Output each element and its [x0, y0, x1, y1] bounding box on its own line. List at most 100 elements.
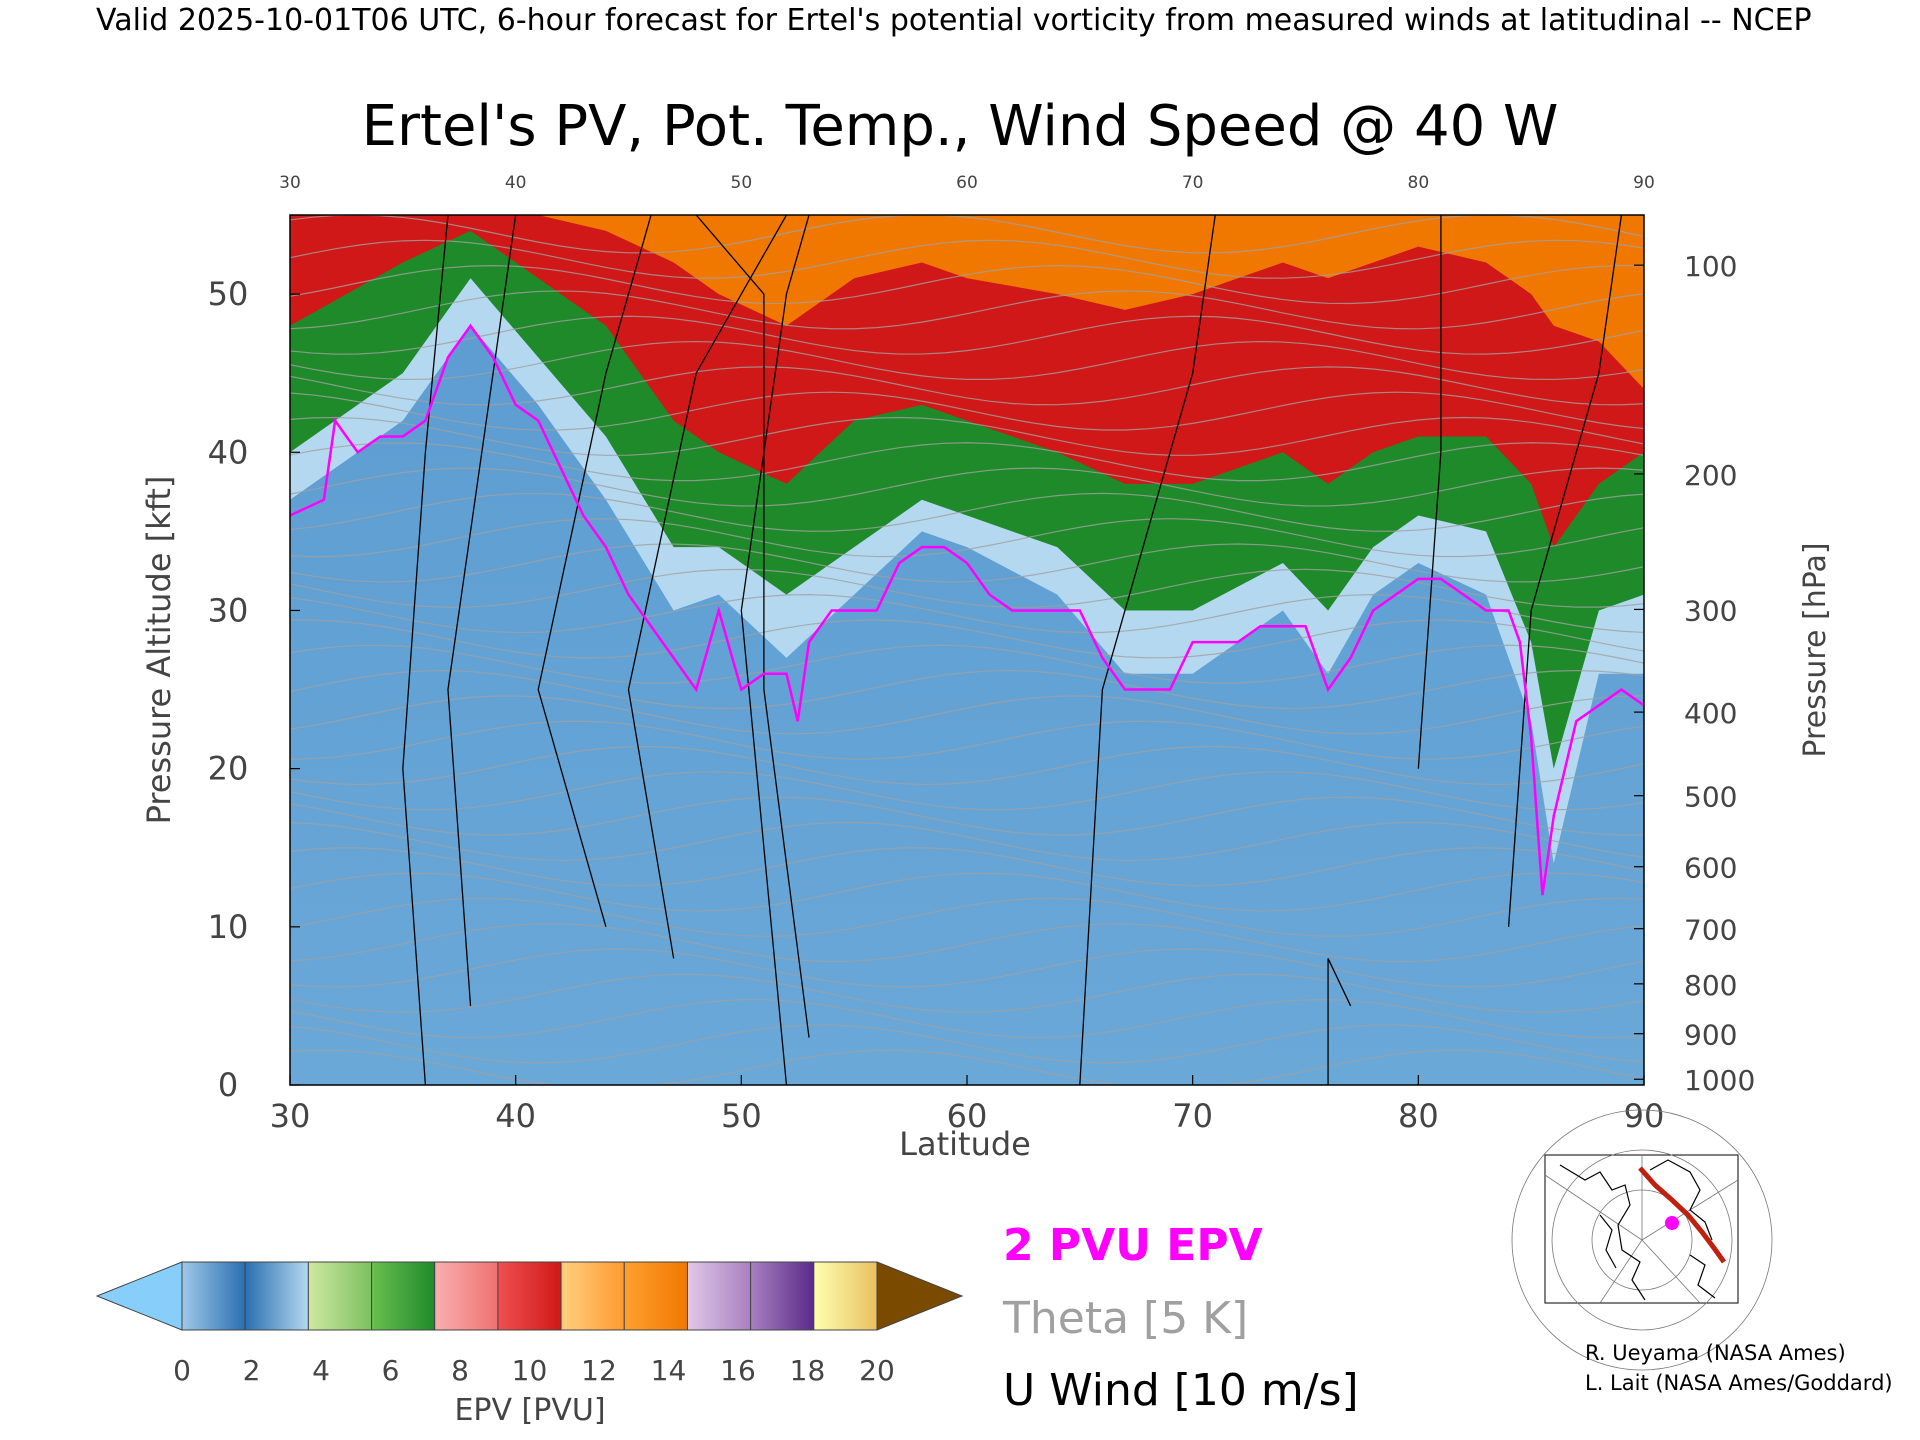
pressure-tick-label: 300 [1684, 594, 1737, 627]
theta-contour [290, 315, 1644, 355]
theta-contour [290, 239, 1644, 279]
theta-contour [290, 745, 1644, 786]
x-tick-label-top: 90 [1633, 173, 1655, 193]
plot-area: 30 30 40 40 50 50 60 60 70 70 80 80 90 90 0 10 20 30 40 50… [208, 173, 1756, 1135]
theta-contour [290, 543, 1644, 583]
colorbar-tick-label: 20 [859, 1354, 895, 1387]
legend-entry-pvu: 2 PVU EPV [1003, 1220, 1263, 1271]
cross-section-track [1638, 1166, 1727, 1264]
colorbar-tick-label: 16 [720, 1354, 756, 1387]
wind-contour [1327, 958, 1352, 1085]
colorbar-segment [497, 1261, 562, 1331]
theta-contour [290, 872, 1644, 912]
wind-contour [1417, 215, 1442, 769]
theta-contour [290, 999, 1644, 1039]
theta-contour [290, 771, 1644, 811]
theta-contour [290, 492, 1644, 532]
colorbar-over-arrow [876, 1261, 964, 1331]
y-axis-label-left: Pressure Altitude [kft] [140, 476, 178, 825]
map-coastlines [1559, 1159, 1716, 1301]
theta-contour [290, 847, 1644, 887]
x-tick-label: 50 [721, 1097, 762, 1135]
y-tick-label: 40 [208, 433, 249, 471]
epv-colorbar: 0 2 4 6 8 10 12 14 16 18 20 [95, 1261, 964, 1387]
x-tick-label-top: 50 [731, 173, 753, 193]
theta-contour [290, 391, 1644, 431]
theta-contour [290, 416, 1644, 456]
y-tick-label: 30 [208, 591, 249, 629]
epv-bands [290, 215, 1644, 864]
colorbar-segment [181, 1261, 246, 1331]
pressure-tick-label: 900 [1684, 1019, 1737, 1052]
credit-line-2: L. Lait (NASA Ames/Goddard) [1585, 1371, 1893, 1395]
legend: 2 PVU EPV Theta [5 K] U Wind [10 m/s] [1002, 1220, 1359, 1416]
colorbar-segment [623, 1261, 688, 1331]
colorbar-tick-label: 4 [312, 1354, 330, 1387]
colorbar-tick-label: 2 [243, 1354, 261, 1387]
x-axis-ticks: 30 30 40 40 50 50 60 60 70 70 80 80 90 90 [270, 173, 1665, 1135]
x-tick-label-top: 40 [505, 173, 527, 193]
colorbar-segment [434, 1261, 499, 1331]
colorbar-tick-label: 10 [512, 1354, 548, 1387]
theta-contour [290, 1024, 1644, 1064]
theta-contour [290, 669, 1644, 710]
colorbar-tick-label: 6 [382, 1354, 400, 1387]
wind-contour [1079, 215, 1216, 1085]
theta-contour [290, 973, 1644, 1013]
colorbar-segment [307, 1261, 373, 1331]
x-tick-label-top: 30 [279, 173, 301, 193]
pressure-tick-label: 500 [1684, 781, 1737, 814]
theta-contour [290, 467, 1644, 507]
colorbar-segment [244, 1261, 309, 1331]
x-tick-label-top: 60 [956, 173, 978, 193]
x-tick-label: 90 [1624, 1097, 1665, 1135]
x-tick-label: 80 [1398, 1097, 1439, 1135]
colorbar-segment [813, 1261, 878, 1331]
credit-line-1: R. Ueyama (NASA Ames) [1585, 1341, 1846, 1365]
pressure-tick-label: 600 [1684, 852, 1737, 885]
y-tick-label: 20 [208, 750, 249, 788]
y-tick-label: 10 [208, 908, 249, 946]
theta-contour [290, 644, 1644, 684]
theta-contour [290, 821, 1644, 861]
x-tick-label: 40 [495, 1097, 536, 1135]
wind-contour [447, 215, 517, 1006]
y-tick-label: 0 [218, 1066, 238, 1104]
wind-contour [537, 215, 652, 927]
theta-contour [290, 695, 1644, 735]
valid-time-header: Valid 2025-10-01T06 UTC, 6-hour forecast… [96, 3, 1812, 38]
pressure-tick-label: 100 [1684, 250, 1737, 283]
map-graticule [1511, 1109, 1773, 1371]
pressure-tick-label: 400 [1684, 697, 1737, 730]
pressure-tick-label: 800 [1684, 969, 1737, 1002]
colorbar-segment [686, 1261, 752, 1331]
x-tick-label: 70 [1172, 1097, 1213, 1135]
colorbar-tick-label: 18 [790, 1354, 826, 1387]
x-tick-label: 60 [947, 1097, 988, 1135]
theta-contour [290, 923, 1644, 963]
theta-contour [290, 897, 1644, 937]
x-tick-label-top: 70 [1182, 173, 1204, 193]
theta-contour [290, 265, 1644, 305]
theta-contour [290, 215, 1644, 254]
pressure-tick-label: 200 [1684, 459, 1737, 492]
theta-contour [290, 518, 1644, 558]
colorbar-label: EPV [PVU] [454, 1393, 605, 1428]
y-axis-label-right: Pressure [hPa] [1798, 542, 1833, 757]
track-marker [1665, 1216, 1679, 1230]
colorbar-segment [371, 1261, 436, 1331]
legend-entry-wind: U Wind [10 m/s] [1003, 1365, 1359, 1416]
colorbar-tick-label: 8 [451, 1354, 469, 1387]
theta-contour [290, 796, 1644, 836]
wind-contour [1507, 215, 1623, 927]
theta-contour [290, 720, 1644, 760]
theta-contour [290, 290, 1644, 330]
pressure-tick-label: 700 [1684, 914, 1737, 947]
theta-contour [290, 948, 1644, 988]
colorbar-segment [560, 1261, 625, 1331]
wind-contour [627, 215, 788, 959]
wind-contour [402, 215, 449, 1085]
theta-contour [290, 442, 1644, 482]
x-tick-label-top: 80 [1408, 173, 1430, 193]
